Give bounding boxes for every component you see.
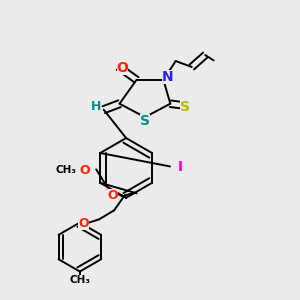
Text: S: S — [180, 100, 190, 114]
Text: N: N — [161, 70, 173, 84]
Text: O: O — [117, 61, 128, 75]
Text: I: I — [177, 160, 182, 174]
Text: H: H — [91, 100, 101, 112]
Text: O: O — [107, 189, 118, 202]
Text: O: O — [78, 217, 89, 230]
Text: CH₃: CH₃ — [69, 275, 90, 285]
Text: S: S — [140, 114, 150, 128]
Text: CH₃: CH₃ — [55, 165, 76, 175]
Text: O: O — [79, 164, 90, 177]
